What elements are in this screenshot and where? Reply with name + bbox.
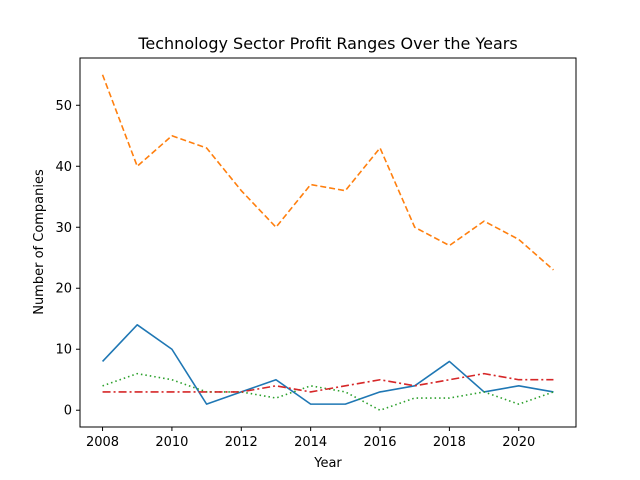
x-tick-label: 2018 <box>433 435 466 450</box>
x-tick-label: 2020 <box>502 435 535 450</box>
series-line-4 <box>102 372 554 393</box>
series-line-2 <box>101 74 554 271</box>
series-line-1 <box>101 324 554 405</box>
x-tick-label: 2012 <box>225 435 258 450</box>
y-tick-label: 30 <box>55 221 72 236</box>
y-tick-label: 50 <box>55 99 72 114</box>
x-tick-label: 2008 <box>86 435 119 450</box>
y-tick-label: 10 <box>55 343 72 358</box>
x-axis: 2008 2010 2012 2014 2016 2018 2020 <box>86 427 535 450</box>
x-tick-label: 2010 <box>155 435 188 450</box>
y-tick-label: 20 <box>55 282 72 297</box>
plot-frame <box>79 57 577 428</box>
x-tick-label: 2014 <box>294 435 327 450</box>
x-tick-label: 2016 <box>363 435 396 450</box>
y-axis: 0 10 20 30 40 50 <box>55 99 80 419</box>
y-axis-label: Number of Companies <box>32 169 47 315</box>
plot-area <box>101 74 554 412</box>
y-tick-label: 0 <box>64 404 72 419</box>
x-axis-label: Year <box>313 456 342 471</box>
y-tick-label: 40 <box>55 160 72 175</box>
chart-title: Technology Sector Profit Ranges Over the… <box>137 34 517 53</box>
